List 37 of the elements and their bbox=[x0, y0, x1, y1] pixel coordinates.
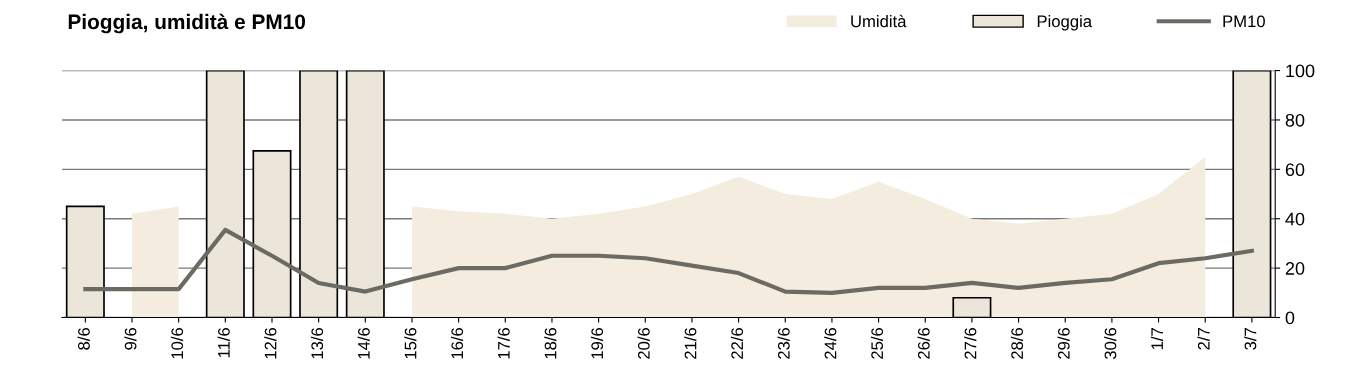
x-tick-label: 14/6 bbox=[357, 327, 370, 359]
x-tick-label: 12/6 bbox=[264, 327, 277, 359]
x-tick-label: 17/6 bbox=[497, 327, 510, 359]
x-tick-label: 24/6 bbox=[824, 327, 837, 359]
x-tick-label: 25/6 bbox=[870, 327, 884, 359]
x-tick-label: 22/6 bbox=[730, 327, 744, 359]
x-tick-label: 13/6 bbox=[310, 327, 324, 359]
x-tick-label: 3/7 bbox=[1244, 328, 1257, 350]
x-tick-label: 9/6 bbox=[124, 327, 137, 350]
x-tick-label: 29/6 bbox=[1057, 327, 1070, 359]
x-tick-label: 21/6 bbox=[684, 327, 697, 359]
legend-label: Umidità bbox=[851, 14, 907, 28]
x-tick-label: 8/6 bbox=[77, 327, 90, 350]
x-tick-label: 20/6 bbox=[637, 327, 650, 359]
legend-label: Pioggia bbox=[1037, 15, 1093, 31]
x-tick-label: 11/6 bbox=[217, 327, 230, 358]
x-tick-label: 30/6 bbox=[1104, 327, 1117, 360]
y-tick-label: 20 bbox=[1285, 262, 1305, 275]
y-tick-label: 60 bbox=[1285, 163, 1305, 177]
x-tick-label: 15/6 bbox=[404, 327, 417, 359]
line-series bbox=[83, 227, 1254, 295]
x-tick-label: 1/7 bbox=[1150, 328, 1164, 350]
x-tick-label: 27/6 bbox=[964, 327, 977, 359]
y-tick-label: 0 bbox=[1285, 311, 1295, 325]
x-tick-label: 2/7 bbox=[1197, 328, 1210, 350]
x-tick-label: 16/6 bbox=[450, 327, 464, 359]
x-tick-label: 10/6 bbox=[170, 327, 184, 359]
y-tick-label: 80 bbox=[1285, 113, 1305, 127]
x-tick-label: 23/6 bbox=[777, 327, 790, 359]
x-tick-label: 28/6 bbox=[1010, 327, 1024, 359]
x-tick-label: 26/6 bbox=[917, 327, 930, 359]
y-tick-label: 40 bbox=[1285, 212, 1305, 226]
chart-title: Pioggia, umidità e PM10 bbox=[68, 13, 306, 34]
legend-label: PM10 bbox=[1223, 15, 1265, 28]
x-tick-label: 18/6 bbox=[544, 327, 557, 359]
x-tick-label: 19/6 bbox=[590, 327, 604, 359]
y-tick-label: 100 bbox=[1286, 64, 1315, 78]
